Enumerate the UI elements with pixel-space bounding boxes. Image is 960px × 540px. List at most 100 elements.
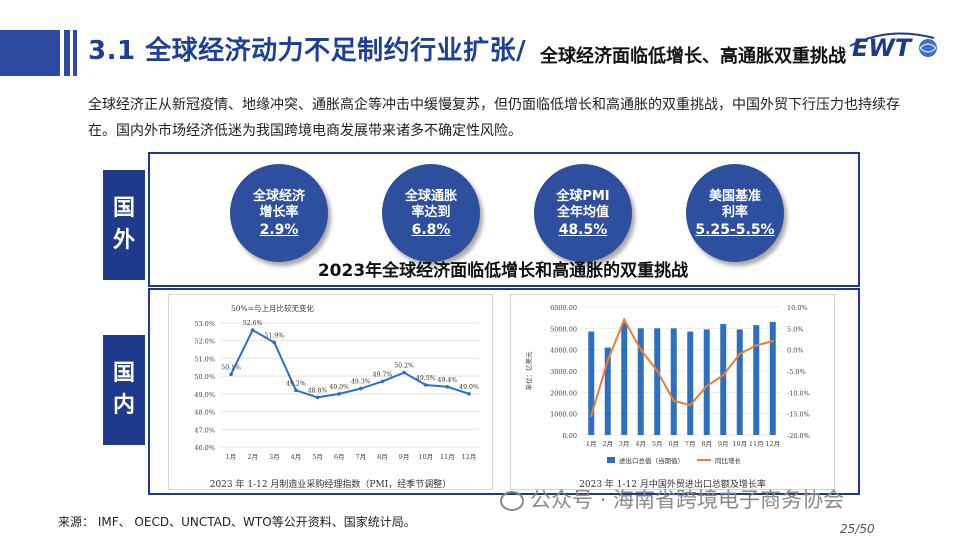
trade-legend-line: 同比增长 [715,456,742,465]
pmi-data-label: 50.2% [394,363,414,370]
trade-bar [604,347,611,435]
pmi-x-tick: 10月 [418,453,433,461]
indicator-label: 全年均值 [556,204,609,220]
pmi-data-label: 49.4% [438,377,458,384]
indicator-inflation: 全球通胀 率达到 6.8% [382,164,480,262]
trade-bar [670,328,677,435]
trade-growth-point [738,352,741,356]
pmi-data-label: 49.0% [459,384,479,391]
pmi-y-tick: 50.0% [194,373,215,381]
tab-domestic-char-2: 内 [112,393,135,418]
tab-foreign-char-2: 外 [112,228,135,253]
trade-growth-point [771,339,774,343]
trade-growth-point [705,384,708,388]
pmi-point [337,392,341,396]
tab-foreign-char-1: 国 [112,196,135,221]
pmi-x-tick: 3月 [269,453,280,461]
trade-x-tick: 12月 [765,440,780,448]
trade-y-right-tick: -10.0% [787,389,810,397]
pmi-x-tick: 4月 [291,453,302,461]
page-number: 25/50 [840,522,875,536]
pmi-point [402,370,406,375]
pmi-data-label: 52.6% [243,320,263,327]
trade-x-tick: 5月 [652,440,663,448]
trade-y-left-tick: 6000.00 [550,304,577,312]
trade-bar [753,325,760,435]
trade-x-tick: 4月 [635,440,646,448]
pmi-y-tick: 51.0% [194,355,215,363]
trade-y-right-tick: 10.0% [787,304,808,312]
indicator-value: 2.9% [259,221,299,238]
indicator-us-rate: 美国基准 利率 5.25-5.5% [686,164,784,262]
trade-growth-point [722,374,725,377]
pmi-data-label: 49.0% [329,384,349,391]
tab-domestic: 国 内 [103,335,145,445]
trade-chart-frame: 0.00 1000.00 2000.00 3000.00 4000.00 5000.00 6… [510,294,835,490]
pmi-point [315,395,320,400]
indicator-label: 率达到 [411,204,451,220]
band-title: 2023年全球经济面临低增长和高通胀的双重挑战 [317,261,689,281]
trade-chart: 0.00 1000.00 2000.00 3000.00 4000.00 5000.00 6… [524,304,810,465]
pmi-data-label: 51.9% [264,332,284,339]
trade-legend-swatch-bar [607,457,615,463]
trade-y-right-tick: 0.0% [787,347,804,355]
trade-x-tick: 2月 [602,440,613,448]
trade-y-right-tick: -5.0% [787,368,806,376]
trade-x-tick: 3月 [619,440,630,448]
page-title: 3.1 全球经济动力不足制约行业扩张/ [88,36,527,66]
tab-foreign: 国 外 [103,170,145,280]
indicator-value: 5.25-5.5% [695,221,775,238]
indicator-growth: 全球经济 增长率 2.9% [230,164,328,262]
intro-paragraph: 全球经济正从新冠疫情、地缘冲突、通胀高企等冲击中缓慢复苏，但仍面临低增长和高通胀… [88,97,900,139]
pmi-x-tick: 1月 [226,453,237,461]
pmi-x-tick: 7月 [355,453,366,461]
trade-x-tick: 10月 [732,440,747,448]
pmi-y-tick: 46.0% [194,444,215,452]
trade-bar [654,328,661,435]
pmi-x-tick: 12月 [462,453,477,461]
pmi-data-label: 49.3% [351,379,371,386]
pmi-x-tick: 11月 [440,453,455,461]
trade-bar [687,331,694,435]
pmi-y-tick: 49.0% [194,391,215,399]
pmi-chart: 46.0% 47.0% 48.0% 49.0% 50.0% 51.0% 52.0% 53.0%… [194,303,479,461]
source-note: 来源： IMF、 OECD、UNCTAD、WTO等公开资料、国家统计局。 [58,515,416,529]
pmi-x-tick: 9月 [399,453,410,461]
pmi-series-line [230,328,470,399]
trade-bar [769,321,776,435]
pmi-chart-title: 2023 年 1-12 月制造业采购经理指数（PMI，经季节调整） [209,480,452,490]
trade-growth-point [639,348,642,351]
tab-domestic-char-1: 国 [112,361,135,386]
pmi-data-label: 49.7% [373,371,393,378]
trade-x-tick: 11月 [749,440,764,448]
pmi-chart-frame: 46.0% 47.0% 48.0% 49.0% 50.0% 51.0% 52.0% 53.0%… [168,294,493,490]
trade-y-left-tick: 1000.00 [550,411,577,419]
pmi-x-tick: 5月 [312,453,323,461]
pmi-y-tick: 52.0% [194,338,215,346]
watermark: 公众号 · 海南省跨境电子商务协会 [500,484,844,514]
pmi-point [359,386,363,391]
trade-y-left-tick: 5000.00 [550,325,577,333]
pmi-data-label: 49.5% [416,375,436,382]
pmi-data-label: 49.2% [286,380,306,387]
trade-x-tick: 9月 [718,440,729,448]
pmi-data-label: 50.1% [221,364,241,371]
indicator-label: 全球通胀 [404,188,457,204]
indicator-label: 美国基准 [708,188,761,204]
trade-y-right-tick: 5.0% [787,325,804,333]
indicator-value: 48.5% [558,221,608,238]
indicator-label: 增长率 [259,204,299,220]
watermark-text: 公众号 · 海南省跨境电子商务协会 [530,488,845,512]
trade-y-left-tick: 3000.00 [550,368,577,376]
trade-bar [637,328,644,435]
pmi-y-tick: 53.0% [194,320,215,328]
pmi-point [294,388,298,393]
pmi-y-tick: 48.0% [194,409,215,417]
trade-chart-title: 2023 年 1-12 月中国外贸进出口总额及增长率 [579,480,766,490]
pmi-point [250,328,255,332]
trade-bar [588,331,595,435]
trade-x-tick: 1月 [586,440,597,448]
pmi-x-tick: 6月 [334,453,345,461]
trade-x-tick: 8月 [701,440,712,448]
trade-growth-point [590,414,593,417]
